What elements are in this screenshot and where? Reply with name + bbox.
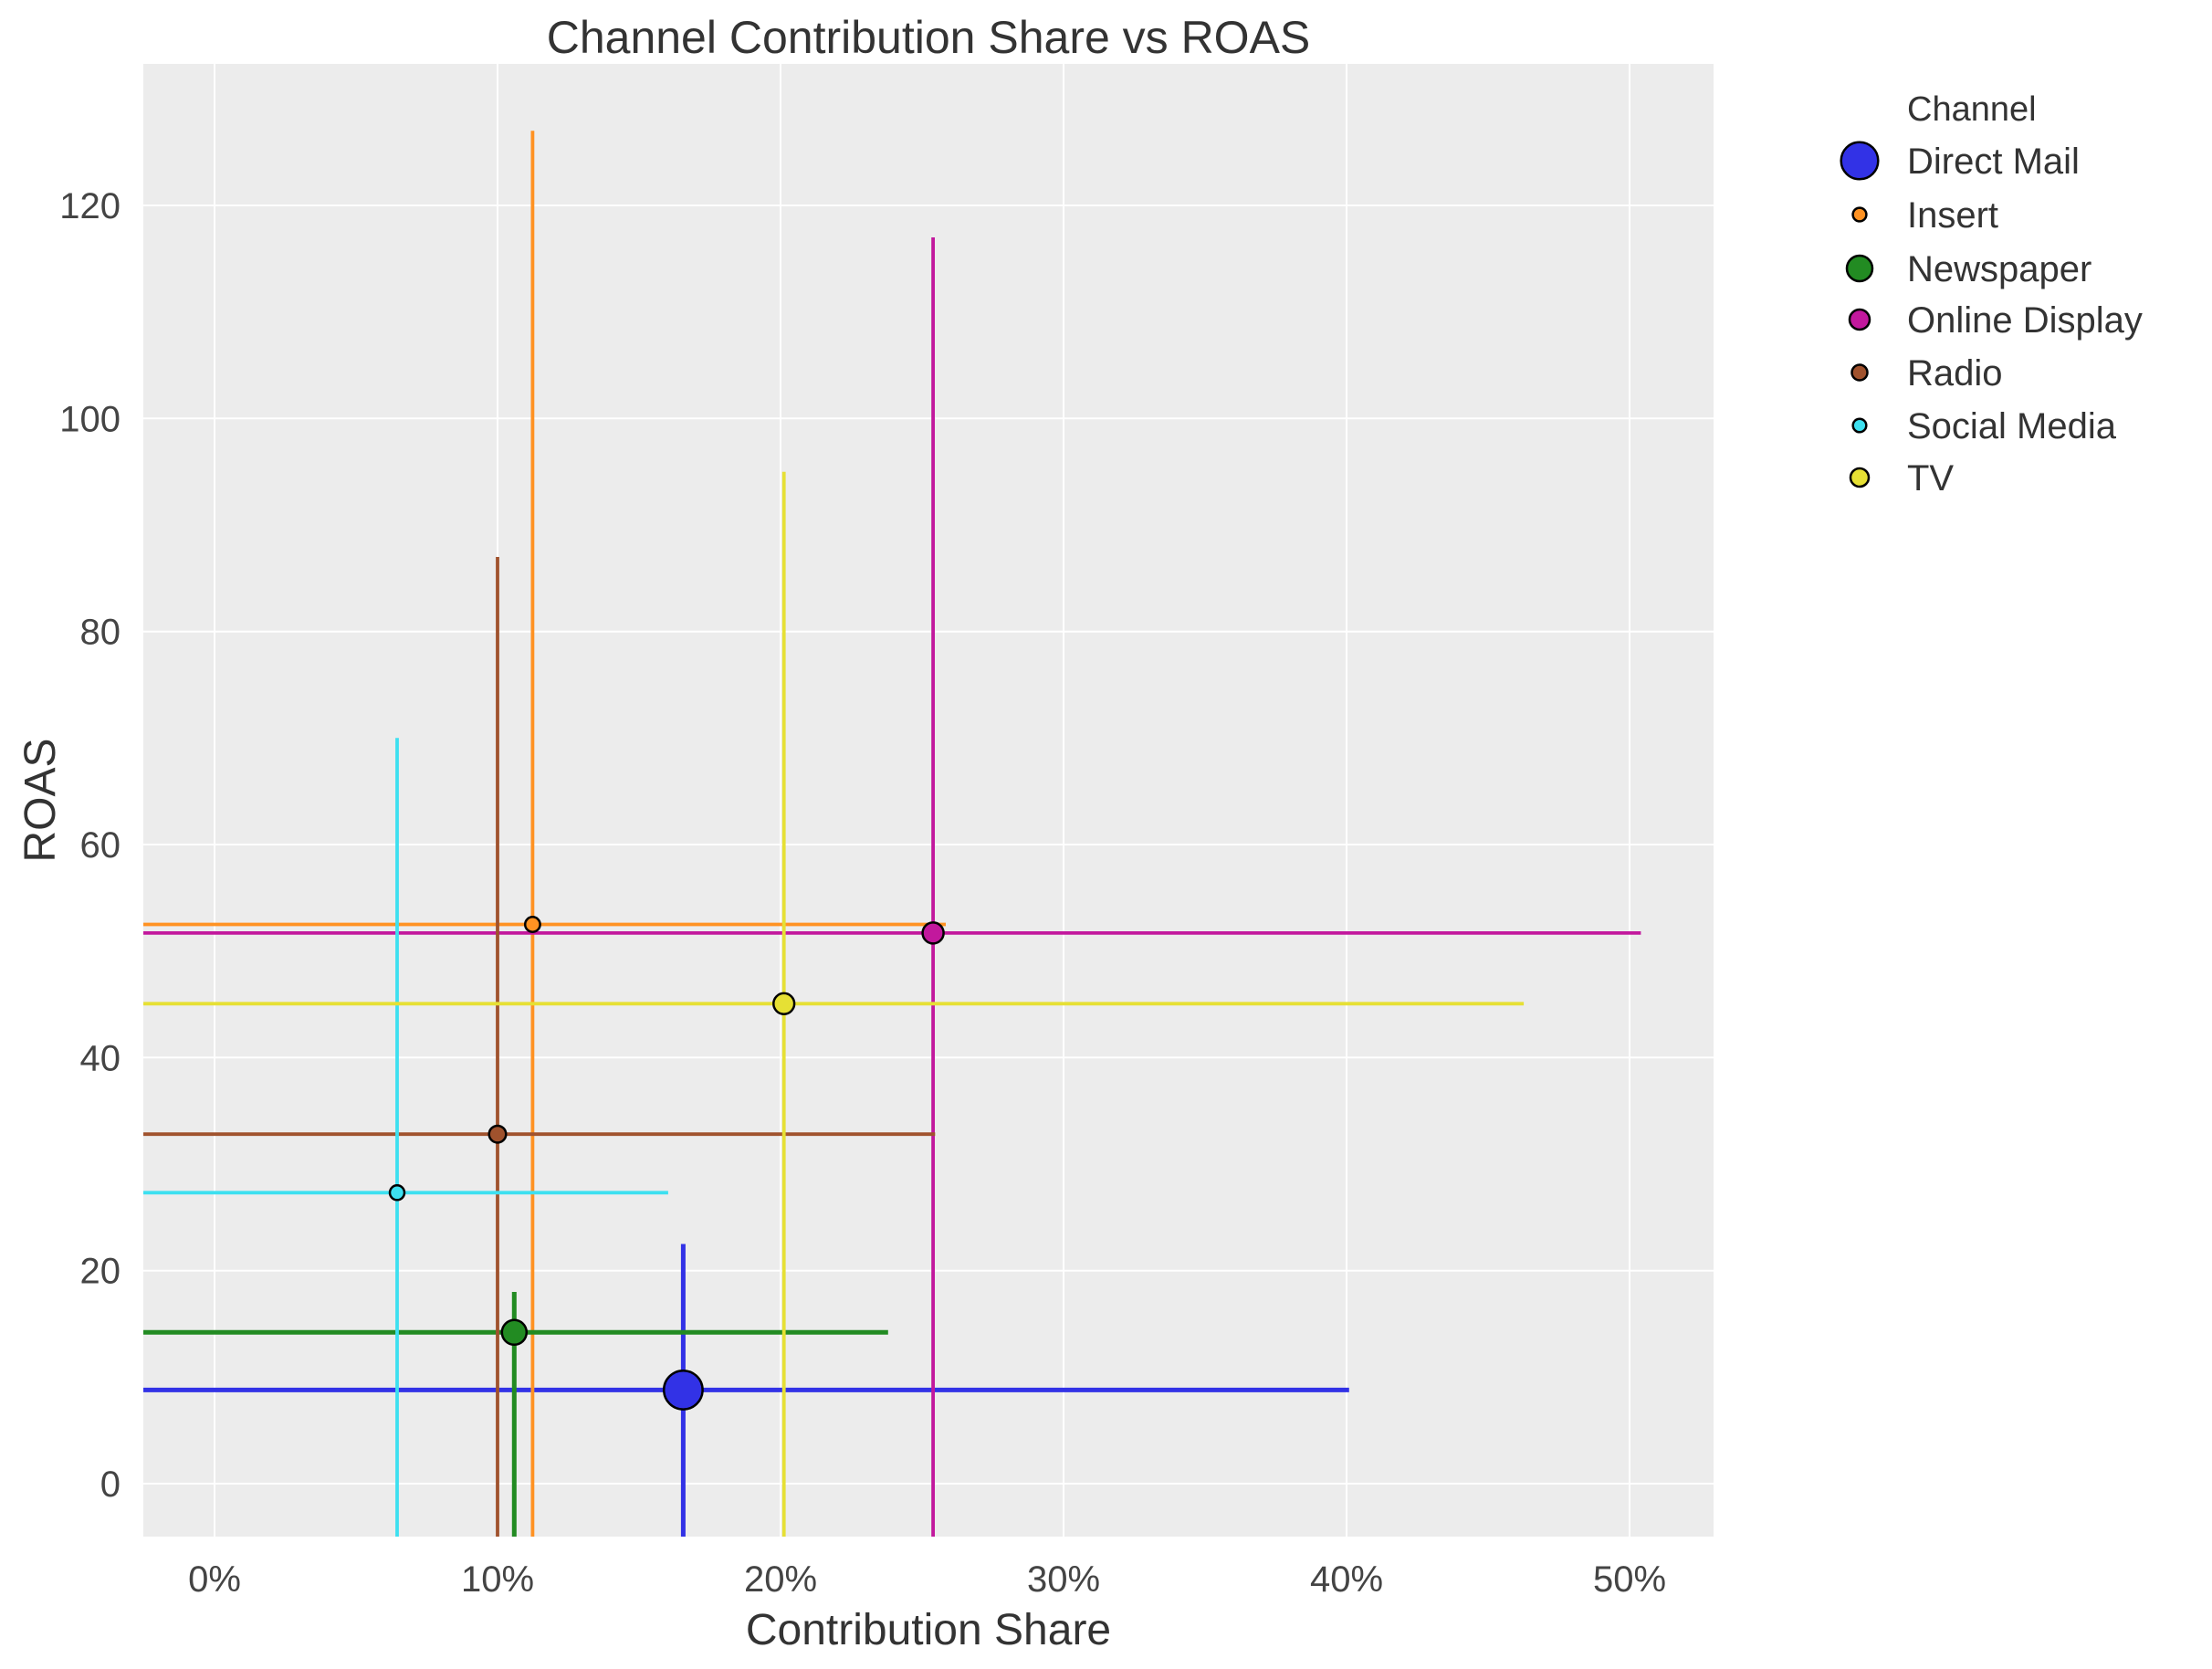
svg-text:0%: 0% <box>188 1559 241 1600</box>
svg-text:Channel: Channel <box>1907 90 2037 129</box>
svg-text:Radio: Radio <box>1907 353 2003 394</box>
svg-text:Newspaper: Newspaper <box>1907 249 2091 289</box>
svg-text:ROAS: ROAS <box>16 738 65 862</box>
svg-text:60: 60 <box>80 825 121 866</box>
svg-text:50%: 50% <box>1593 1559 1666 1600</box>
svg-text:Online Display: Online Display <box>1907 300 2143 341</box>
svg-text:TV: TV <box>1907 458 1954 499</box>
svg-text:0: 0 <box>100 1464 121 1505</box>
svg-text:40%: 40% <box>1310 1559 1383 1600</box>
svg-text:30%: 30% <box>1027 1559 1100 1600</box>
svg-text:80: 80 <box>80 613 121 653</box>
svg-text:Social Media: Social Media <box>1907 406 2117 446</box>
svg-text:40: 40 <box>80 1038 121 1078</box>
svg-text:10%: 10% <box>461 1559 534 1600</box>
svg-text:100: 100 <box>59 399 121 439</box>
svg-text:Channel Contribution Share vs: Channel Contribution Share vs ROAS <box>547 12 1311 63</box>
svg-text:Contribution Share: Contribution Share <box>746 1606 1111 1654</box>
svg-text:20%: 20% <box>744 1559 817 1600</box>
svg-text:20: 20 <box>80 1252 121 1292</box>
svg-text:Insert: Insert <box>1907 195 1998 236</box>
svg-text:120: 120 <box>59 186 121 226</box>
svg-text:Direct Mail: Direct Mail <box>1907 142 2080 182</box>
